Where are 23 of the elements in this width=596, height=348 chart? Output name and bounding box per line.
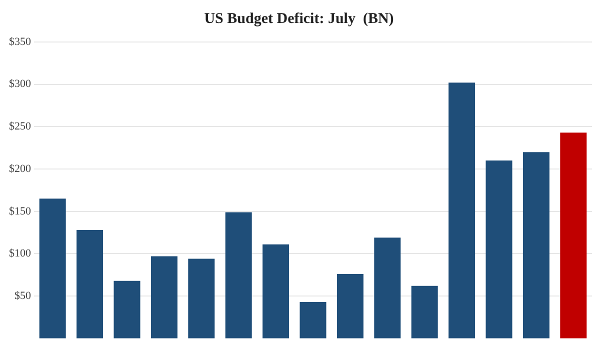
bar <box>560 132 587 338</box>
y-tick-label: $50 <box>14 290 32 302</box>
bar <box>225 212 252 338</box>
bar <box>300 302 326 338</box>
y-tick-label: $250 <box>9 120 32 133</box>
bar <box>262 244 290 338</box>
bar <box>411 286 438 338</box>
bar <box>114 280 140 338</box>
bar <box>374 238 401 338</box>
chart-title: US Budget Deficit: July (BN) <box>204 10 394 27</box>
y-tick-label: $350 <box>9 36 32 48</box>
bar <box>448 82 476 338</box>
bar <box>188 258 215 338</box>
bar <box>150 256 178 338</box>
y-tick-label: $200 <box>9 162 32 175</box>
y-tick-label: $150 <box>9 205 32 218</box>
bar <box>39 198 66 338</box>
y-tick-label: $100 <box>9 248 32 260</box>
bar <box>336 274 364 338</box>
bar <box>76 230 104 338</box>
bar <box>486 160 512 338</box>
y-tick-label: $300 <box>9 78 32 90</box>
bar <box>522 152 550 338</box>
